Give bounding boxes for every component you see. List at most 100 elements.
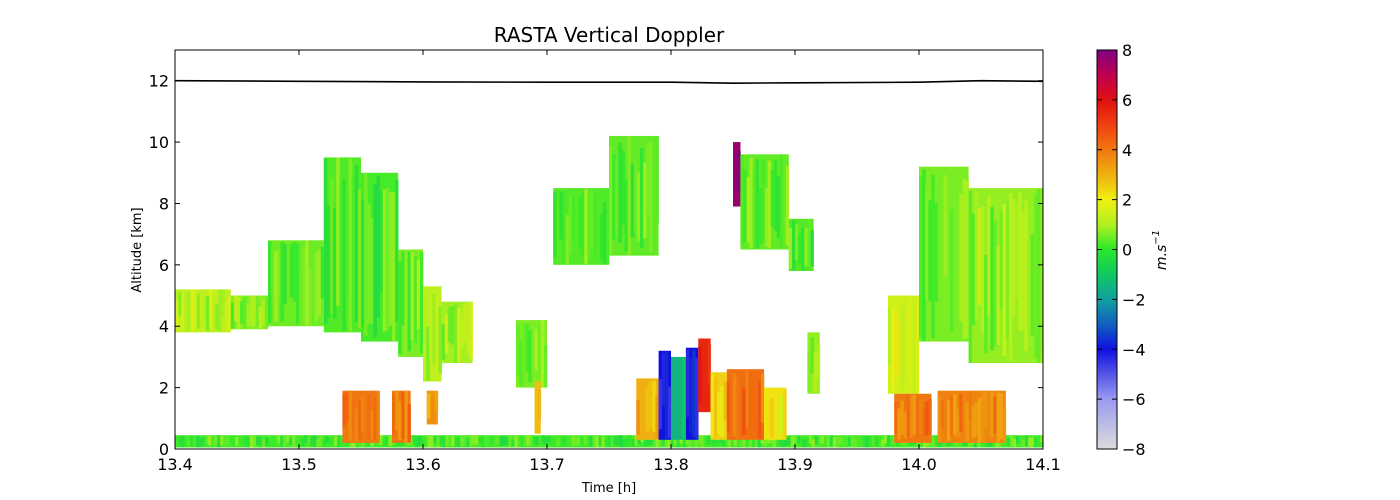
doppler-stripe <box>726 382 731 433</box>
doppler-stripe <box>823 437 828 447</box>
doppler-stripe <box>342 393 346 427</box>
doppler-stripe <box>235 436 239 446</box>
doppler-stripe <box>367 393 371 440</box>
doppler-stripe <box>871 437 876 446</box>
doppler-stripe <box>779 154 784 248</box>
doppler-stripe <box>894 402 898 434</box>
doppler-stripe <box>956 408 960 438</box>
doppler-stripe <box>685 436 689 445</box>
doppler-field <box>175 135 1043 448</box>
doppler-stripe <box>442 435 446 448</box>
doppler-stripe <box>416 260 421 329</box>
doppler-stripe <box>357 400 362 440</box>
doppler-stripe <box>469 301 473 360</box>
doppler-stripe <box>636 400 640 435</box>
doppler-stripe <box>382 189 387 332</box>
doppler-stripe <box>271 246 275 295</box>
doppler-stripe <box>742 436 747 448</box>
doppler-stripe <box>450 306 455 345</box>
doppler-stripe <box>940 399 945 430</box>
doppler-stripe <box>534 386 539 425</box>
doppler-stripe <box>330 177 334 314</box>
doppler-stripe <box>811 439 816 447</box>
doppler-stripe <box>764 187 769 247</box>
doppler-stripe <box>249 295 253 326</box>
x-axis-label: Time [h] <box>581 481 636 496</box>
doppler-stripe <box>937 396 942 442</box>
doppler-stripe <box>776 175 781 239</box>
doppler-stripe <box>965 401 969 443</box>
doppler-stripe <box>874 436 879 446</box>
doppler-stripe <box>673 436 677 446</box>
doppler-stripe <box>965 180 969 338</box>
doppler-stripe <box>1002 203 1007 356</box>
doppler-stripe <box>460 436 464 447</box>
doppler-stripe <box>814 435 819 445</box>
doppler-stripe <box>246 304 250 327</box>
doppler-stripe <box>646 437 650 446</box>
doppler-stripe <box>337 435 341 448</box>
doppler-stripe <box>253 436 257 447</box>
doppler-stripe <box>928 398 932 435</box>
doppler-stripe <box>313 435 317 447</box>
doppler-stripe <box>283 243 287 305</box>
doppler-stripe <box>529 435 533 446</box>
doppler-stripe <box>810 230 814 267</box>
doppler-stripe <box>511 439 515 447</box>
doppler-stripe <box>421 438 425 447</box>
colorbar-tick-label: −6 <box>1122 390 1146 409</box>
doppler-stripe <box>316 438 320 448</box>
doppler-stripe <box>619 435 623 448</box>
doppler-stripe <box>685 349 690 418</box>
doppler-stripe <box>466 438 470 448</box>
doppler-stripe <box>971 405 976 438</box>
doppler-stripe <box>598 436 602 446</box>
doppler-stripe <box>915 397 920 438</box>
colorbar-tick-label: 6 <box>1122 91 1132 110</box>
doppler-stripe <box>844 435 849 445</box>
doppler-stripe <box>240 301 244 324</box>
doppler-stripe <box>596 200 601 252</box>
doppler-stripe <box>528 330 532 383</box>
doppler-stripe <box>562 436 566 447</box>
doppler-stripe <box>779 395 784 433</box>
doppler-stripe <box>286 240 291 326</box>
doppler-stripe <box>807 351 811 393</box>
doppler-stripe <box>706 436 711 445</box>
doppler-stripe <box>493 437 497 446</box>
doppler-stripe <box>615 159 619 237</box>
doppler-stripe <box>307 437 311 445</box>
doppler-stripe <box>517 435 521 447</box>
x-tick-label: 13.9 <box>777 455 813 474</box>
x-tick-label: 13.4 <box>157 455 193 474</box>
doppler-stripe <box>586 436 590 447</box>
colorbar-label: m.s−1 <box>1151 230 1170 270</box>
doppler-stripe <box>553 437 557 448</box>
doppler-stripe <box>1039 435 1043 443</box>
doppler-stripe <box>956 207 960 314</box>
doppler-stripe <box>1033 193 1038 359</box>
doppler-stripe <box>311 240 315 325</box>
y-tick-label: 6 <box>159 256 169 275</box>
doppler-stripe <box>810 337 814 374</box>
doppler-stripe <box>196 435 200 448</box>
plot-area: 13.4 13.5 13.6 13.7 13.8 13.9 14.0 14.1 0 2 4 6 8 10… <box>149 49 1061 474</box>
doppler-stripe <box>1018 192 1022 332</box>
doppler-stripe <box>724 438 729 446</box>
doppler-stripe <box>694 435 699 448</box>
doppler-stripe <box>856 435 861 447</box>
doppler-stripe <box>859 438 864 447</box>
doppler-stripe <box>767 160 772 248</box>
doppler-stripe <box>607 435 611 447</box>
doppler-stripe <box>727 435 732 448</box>
doppler-stripe <box>258 306 263 329</box>
doppler-stripe <box>990 391 994 438</box>
doppler-stripe <box>407 252 411 352</box>
doppler-stripe <box>250 435 254 448</box>
doppler-stripe <box>430 435 434 447</box>
doppler-stripe <box>928 200 932 302</box>
doppler-stripe <box>682 436 686 448</box>
doppler-stripe <box>798 234 802 265</box>
colorbar: −8 −6 −4 −2 0 2 4 6 8 m.s−1 <box>1096 41 1170 459</box>
